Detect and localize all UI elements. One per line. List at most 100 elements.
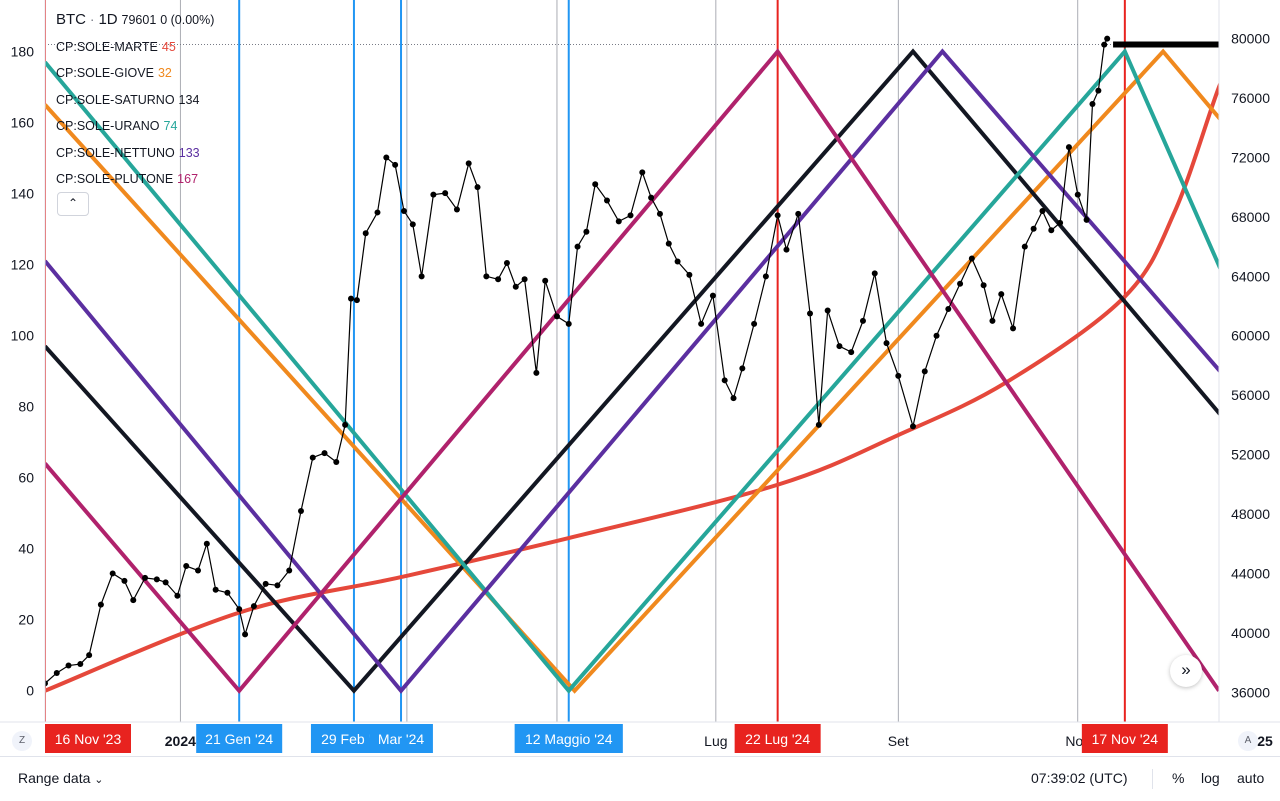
right-axis-tick-label: 48000 bbox=[1231, 506, 1270, 522]
legend-item-value: 167 bbox=[177, 172, 199, 186]
interval-label[interactable]: 1D bbox=[98, 11, 118, 28]
price-series bbox=[42, 35, 1219, 687]
divider bbox=[1152, 769, 1153, 789]
right-axis-tick-label: 40000 bbox=[1231, 625, 1270, 641]
price-point bbox=[474, 184, 481, 191]
price-point bbox=[945, 306, 952, 313]
corner-right-label: A bbox=[1244, 735, 1252, 746]
legend-item-label: CP:SOLE-GIOVE bbox=[56, 66, 154, 80]
legend-item[interactable]: CP:SOLE-SATURNO 134 bbox=[56, 87, 214, 114]
legend-item-label: CP:SOLE-NETTUNO bbox=[56, 145, 175, 160]
event-label: Mar '24 bbox=[378, 731, 424, 747]
price-point bbox=[698, 320, 705, 327]
legend-item[interactable]: CP:SOLE-GIOVE 32 bbox=[56, 60, 214, 87]
price-point bbox=[142, 574, 149, 581]
price-point bbox=[795, 210, 802, 217]
price-point bbox=[565, 320, 572, 327]
left-axis-tick-label: 40 bbox=[18, 541, 34, 557]
legend-item-label: CP:SOLE-PLUTONE bbox=[56, 172, 174, 186]
price-value: 79601 bbox=[121, 13, 157, 27]
legend-item[interactable]: CP:SOLE-PLUTONE 167 bbox=[56, 166, 214, 193]
price-point bbox=[212, 586, 219, 593]
chart-canvas[interactable]: 0 20 40 60 80 100 120 140 160 180 36000 40000 44000 4… bbox=[0, 0, 1280, 756]
range-data-label: Range data bbox=[18, 770, 91, 786]
price-point bbox=[109, 570, 116, 577]
price-point bbox=[933, 332, 940, 339]
price-point bbox=[286, 567, 293, 574]
event-label: 16 Nov '23 bbox=[55, 731, 122, 747]
auto-scale-button[interactable]: A bbox=[1238, 731, 1258, 751]
price-point bbox=[442, 190, 449, 197]
price-point bbox=[521, 276, 528, 283]
price-point bbox=[592, 181, 599, 188]
right-axis-tick-label: 44000 bbox=[1231, 565, 1270, 581]
price-point bbox=[824, 307, 831, 314]
price-point bbox=[751, 320, 758, 327]
price-point bbox=[453, 206, 460, 213]
price-point bbox=[348, 295, 355, 302]
price-point bbox=[1074, 191, 1081, 198]
event-label: 12 Maggio '24 bbox=[525, 731, 613, 747]
left-axis-tick-label: 120 bbox=[11, 257, 35, 273]
price-point bbox=[762, 273, 769, 280]
axes: 0 20 40 60 80 100 120 140 160 180 36000 40000 44000 4… bbox=[0, 0, 1280, 753]
price-point bbox=[77, 661, 84, 668]
price-point bbox=[392, 161, 399, 168]
price-point bbox=[921, 368, 928, 375]
price-point bbox=[153, 576, 160, 583]
price-point bbox=[465, 160, 472, 167]
price-point bbox=[297, 508, 304, 515]
range-data-button[interactable]: Range data ⌄ bbox=[18, 770, 104, 786]
price-point bbox=[957, 280, 964, 287]
price-point bbox=[512, 283, 519, 290]
legend-item-value: 74 bbox=[163, 119, 178, 133]
price-change: 0 (0.00%) bbox=[160, 13, 215, 27]
chart-legend: BTC · 1D 79601 0 (0.00%) CP:SOLE-MARTE 45… bbox=[56, 6, 214, 193]
price-point bbox=[236, 606, 243, 613]
price-point bbox=[353, 297, 360, 304]
timezone-button[interactable]: Z bbox=[12, 731, 32, 751]
price-point bbox=[1021, 243, 1028, 250]
price-point bbox=[1095, 87, 1102, 94]
legend-item[interactable]: CP:SOLE-MARTE 45 bbox=[56, 34, 214, 61]
price-point bbox=[262, 580, 269, 587]
left-axis-tick-label: 20 bbox=[18, 612, 34, 628]
price-point bbox=[333, 459, 340, 466]
price-point bbox=[639, 169, 646, 176]
event-label: 17 Nov '24 bbox=[1092, 731, 1159, 747]
time-axis-tick-label: 2024 bbox=[165, 733, 196, 749]
price-point bbox=[274, 582, 281, 589]
legend-item[interactable]: CP:SOLE-URANO 74 bbox=[56, 113, 214, 140]
price-point bbox=[998, 291, 1005, 298]
right-axis-tick-label: 52000 bbox=[1231, 447, 1270, 463]
price-point bbox=[533, 369, 540, 376]
price-point bbox=[807, 310, 814, 317]
price-point bbox=[1101, 41, 1108, 48]
price-point bbox=[495, 276, 502, 283]
price-point bbox=[603, 197, 610, 204]
left-axis-tick-label: 180 bbox=[11, 43, 35, 59]
percent-scale-button[interactable]: % bbox=[1172, 770, 1185, 786]
price-point bbox=[542, 277, 549, 284]
scroll-to-realtime-button[interactable]: » bbox=[1170, 655, 1202, 687]
price-point bbox=[627, 212, 634, 219]
legend-item[interactable]: CP:SOLE-NETTUNO 133 bbox=[56, 140, 214, 167]
price-point bbox=[836, 343, 843, 350]
price-point bbox=[224, 589, 231, 596]
price-point bbox=[183, 563, 190, 570]
double-chevron-right-icon: » bbox=[1181, 660, 1191, 679]
auto-scale-toggle[interactable]: auto bbox=[1237, 770, 1265, 786]
symbol-name[interactable]: BTC bbox=[56, 11, 86, 28]
price-point bbox=[400, 207, 407, 214]
collapse-legend-button[interactable]: ⌃ bbox=[57, 192, 89, 216]
bottom-toolbar: Range data ⌄ 07:39:02 (UTC) % log auto bbox=[0, 756, 1280, 801]
price-point bbox=[1065, 144, 1072, 151]
price-point bbox=[130, 597, 137, 604]
right-axis-tick-label: 68000 bbox=[1231, 209, 1270, 225]
log-scale-button[interactable]: log bbox=[1201, 770, 1220, 786]
price-point bbox=[883, 340, 890, 347]
event-label: 21 Gen '24 bbox=[205, 731, 273, 747]
price-point bbox=[871, 270, 878, 277]
time-axis-tick-label: Lug bbox=[704, 733, 727, 749]
time-axis-tick-label: Set bbox=[888, 733, 909, 749]
